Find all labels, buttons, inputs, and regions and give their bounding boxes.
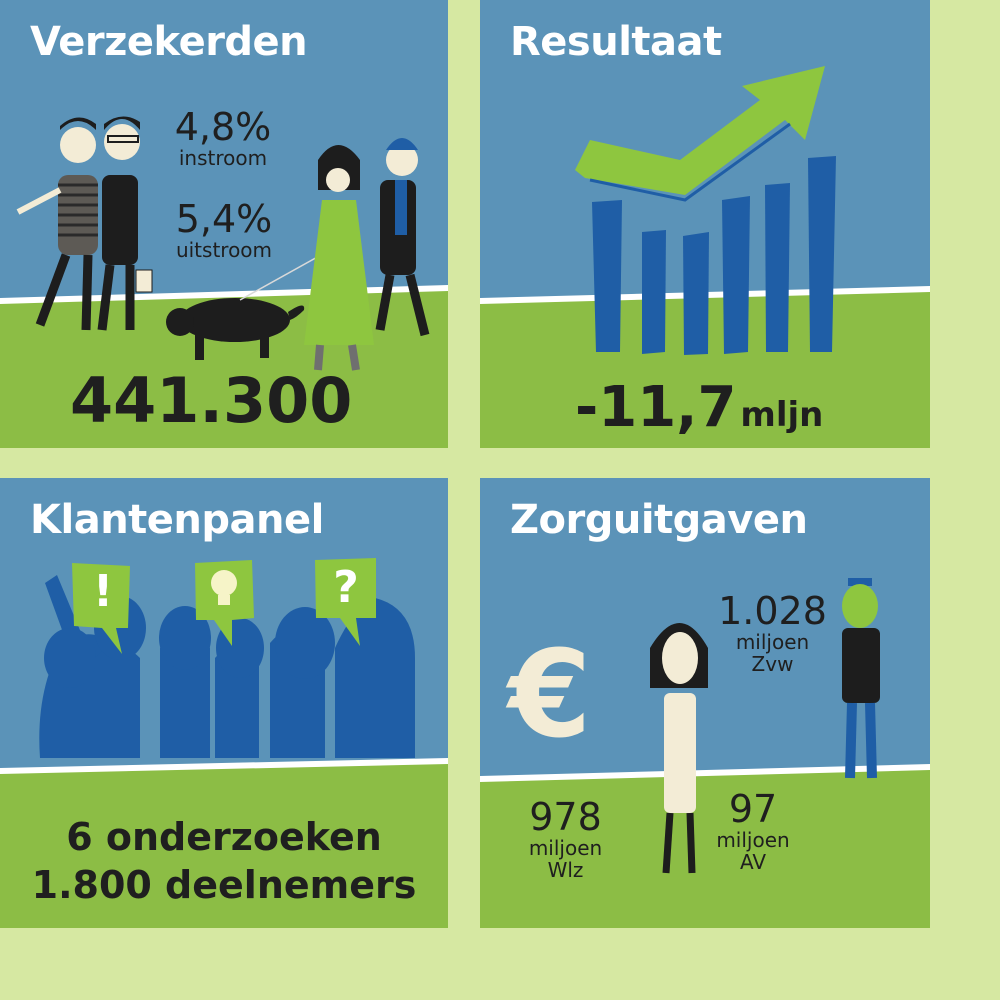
av-stat: 97 miljoen AV: [708, 790, 798, 872]
man-hat-icon: [842, 578, 880, 779]
verzekerden-total: 441.300: [70, 364, 353, 437]
klantenpanel-line2: 1.800 deelnemers: [31, 862, 417, 907]
uitstroom-value: 5,4%: [175, 197, 273, 241]
panel-title: Resultaat: [510, 19, 722, 65]
klantenpanel-line1: 6 onderzoeken: [66, 815, 382, 859]
panel-title: Verzekerden: [30, 19, 308, 65]
av-unit: miljoen: [716, 828, 790, 852]
trend-arrow-icon: [575, 66, 825, 202]
resultaat-unit: mljn: [740, 395, 824, 435]
woman-coat-icon: [304, 145, 374, 371]
instroom-value: 4,8%: [174, 105, 272, 149]
panel-zorguitgaven: Zorguitgaven € 1.028 miljoen Zvw 978 mil…: [480, 478, 930, 928]
av-value: 97: [728, 787, 778, 831]
panel-klantenpanel: Klantenpanel ! ? 6 onderzoeken 1.800 dee…: [0, 478, 448, 928]
panel-title: Zorguitgaven: [510, 497, 808, 543]
doctor-icon: [650, 623, 708, 874]
dog-icon: [166, 249, 331, 360]
man-glasses-icon: [97, 116, 153, 331]
exclamation-glyph: !: [92, 566, 114, 617]
walking-man-icon: [16, 117, 98, 331]
instroom-stat: 4,8% instroom: [168, 108, 278, 168]
question-glyph: ?: [333, 562, 359, 613]
zvw-unit: miljoen: [735, 630, 810, 654]
lightbulb-bubble-icon: [195, 560, 254, 646]
resultaat-value-group: -11,7 mljn: [575, 380, 823, 436]
av-label: AV: [739, 850, 767, 874]
resultaat-value: -11,7: [575, 375, 737, 440]
wlz-label: Wlz: [547, 858, 584, 882]
euro-icon: €: [508, 626, 592, 765]
resultaat-illustration: [480, 66, 930, 448]
panel-verzekerden: Verzekerden 4,8% instroom 5,4% uitstroom…: [0, 0, 448, 448]
uitstroom-label: uitstroom: [175, 238, 273, 262]
man-scarf-icon: [375, 138, 430, 337]
exclamation-bubble-icon: [72, 563, 130, 654]
zvw-label: Zvw: [751, 652, 794, 676]
klantenpanel-stats: 6 onderzoeken 1.800 deelnemers: [0, 814, 448, 909]
wlz-unit: miljoen: [528, 836, 603, 860]
verzekerden-illustration: [0, 116, 448, 448]
wlz-value: 978: [529, 795, 602, 839]
instroom-label: instroom: [178, 146, 268, 170]
klantenpanel-illustration: [0, 558, 448, 928]
zvw-stat: 1.028 miljoen Zvw: [715, 592, 830, 674]
bar-chart-icon: [592, 156, 836, 355]
panel-title: Klantenpanel: [30, 497, 324, 543]
uitstroom-stat: 5,4% uitstroom: [165, 200, 283, 260]
panel-resultaat: Resultaat -11,7 mljn: [480, 0, 930, 448]
wlz-stat: 978 miljoen Wlz: [518, 798, 613, 880]
zvw-value: 1.028: [718, 589, 827, 633]
question-bubble-icon: [315, 558, 376, 646]
zorguitgaven-illustration: [480, 578, 930, 928]
